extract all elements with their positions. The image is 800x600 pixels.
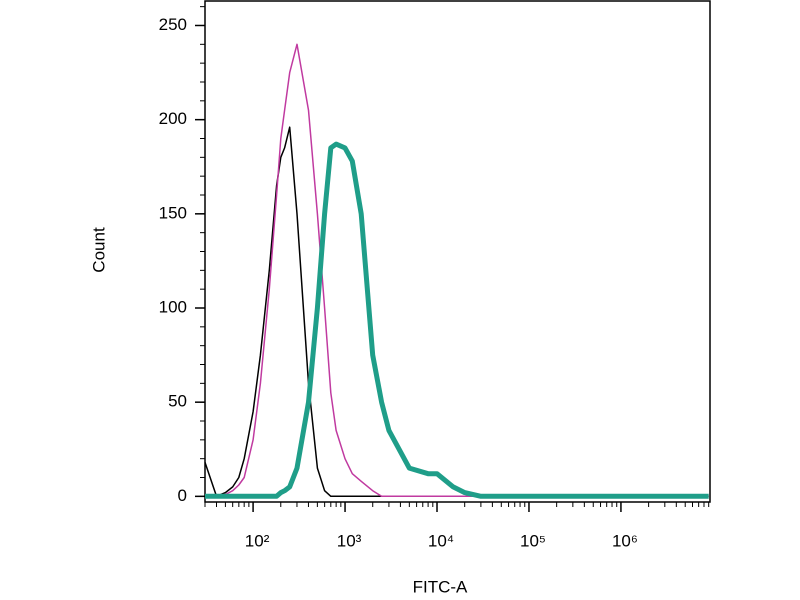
x-tick-label: 10³ — [337, 531, 362, 550]
plot-frame — [204, 0, 711, 503]
x-tick-label: 10⁴ — [428, 531, 454, 550]
x-tick-label: 10⁶ — [612, 531, 638, 550]
y-tick-label: 50 — [168, 392, 187, 411]
y-tick-label: 100 — [159, 297, 187, 316]
y-axis-title: Count — [89, 227, 108, 273]
x-tick-label: 10² — [245, 531, 270, 550]
y-tick-label: 0 — [178, 486, 187, 505]
y-tick-label: 150 — [159, 203, 187, 222]
histogram-line — [205, 43, 709, 498]
x-tick-label: 10⁵ — [520, 531, 546, 550]
y-tick-label: 200 — [159, 109, 187, 128]
histogram-line — [205, 141, 709, 499]
x-axis-title: FITC-A — [413, 577, 468, 596]
histogram-line — [204, 126, 709, 498]
y-tick-label: 250 — [159, 15, 187, 34]
